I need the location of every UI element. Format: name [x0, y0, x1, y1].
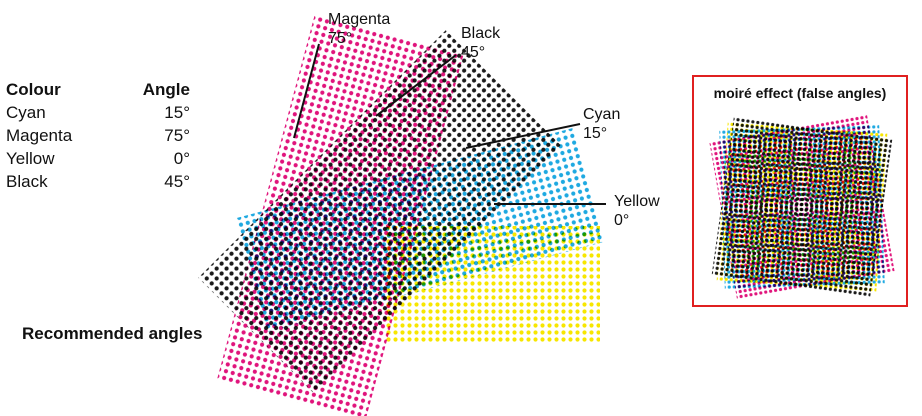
- colour-name: Magenta: [6, 126, 73, 145]
- recommended-angles-label: Recommended angles: [22, 324, 203, 343]
- moire-pattern: [709, 114, 895, 300]
- colour-column-header: Colour: [6, 80, 61, 99]
- cyan-leader-line: [465, 123, 581, 149]
- angle-value: 75°: [164, 126, 190, 145]
- angle-value: 0°: [173, 149, 190, 168]
- cyan-name: Cyan: [583, 106, 621, 123]
- moire-black-dot-screen: [711, 116, 893, 298]
- yellow-angle: 0°: [614, 212, 630, 229]
- colour-name: Cyan: [6, 103, 46, 122]
- magenta-name: Magenta: [328, 11, 391, 28]
- moire-title: moiré effect (false angles): [713, 85, 887, 101]
- black-name: Black: [461, 25, 501, 42]
- colour-name: Yellow: [6, 149, 55, 168]
- angle-value: 45°: [164, 172, 190, 191]
- magenta-angle: 75°: [328, 30, 353, 47]
- black-leader-line: [375, 54, 457, 117]
- magenta-leader-line: [293, 43, 320, 139]
- black-screen-label: Black 45°: [461, 24, 500, 62]
- cyan-angle: 15°: [583, 125, 608, 142]
- magenta-screen-label: Magenta 75°: [328, 10, 390, 48]
- angle-column-header: Angle: [142, 80, 190, 99]
- yellow-screen-label: Yellow 0°: [614, 192, 660, 230]
- colour-name: Black: [6, 172, 48, 191]
- black-angle: 45°: [461, 44, 486, 61]
- moire-panel: moiré effect (false angles): [692, 75, 908, 307]
- black-dot-screen: [198, 30, 562, 394]
- yellow-name: Yellow: [614, 193, 660, 210]
- cyan-screen-label: Cyan 15°: [583, 105, 620, 143]
- angle-value: 15°: [164, 103, 190, 122]
